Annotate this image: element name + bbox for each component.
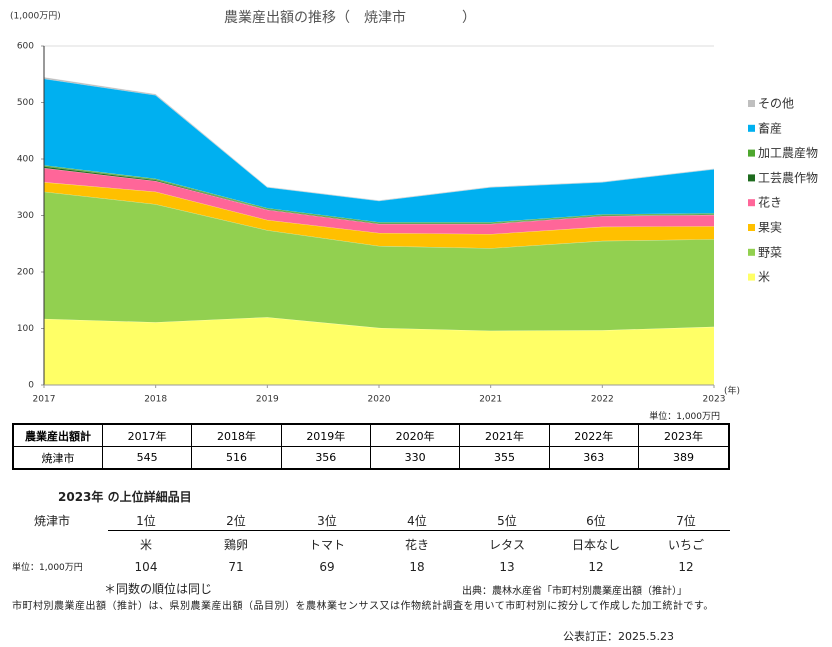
rank-label: 4位 bbox=[407, 514, 427, 528]
table-header: 農業産出額計 bbox=[12, 423, 103, 447]
y-tick-label: 100 bbox=[17, 324, 34, 334]
total-value: 330 bbox=[369, 446, 461, 470]
source: 出典：農林水産省「市町村別農業産出額（推計）」 bbox=[462, 586, 687, 597]
y-tick-label: 400 bbox=[17, 155, 34, 165]
legend-label: 加工農産物 bbox=[758, 145, 818, 160]
total-value: 363 bbox=[548, 446, 639, 470]
item-value: 104 bbox=[134, 560, 158, 574]
y-tick-label: 500 bbox=[17, 98, 34, 108]
x-tick-label: 2021 bbox=[479, 395, 502, 405]
year-header: 2022年 bbox=[548, 423, 639, 447]
legend-swatch bbox=[748, 174, 755, 182]
year-header: 2017年 bbox=[101, 423, 193, 447]
x-tick-label: 2019 bbox=[256, 395, 279, 405]
totals-table: 農業産出額計 2017年 2018年 2019年 2020年 2021年 2022年 2023… bbox=[12, 423, 730, 470]
year-header: 2019年 bbox=[280, 423, 371, 447]
year-header: 2021年 bbox=[459, 423, 550, 447]
legend-label: 花き bbox=[758, 195, 782, 210]
x-tick-label: 2022 bbox=[591, 395, 614, 405]
y-tick-label: 200 bbox=[17, 268, 34, 278]
year-header: 2020年 bbox=[369, 423, 461, 447]
rank-label: 1位 bbox=[136, 514, 156, 528]
ranking-title: 2023年 の上位詳細品目 bbox=[58, 490, 192, 504]
rank-label: 2位 bbox=[226, 514, 246, 528]
legend-swatch bbox=[748, 199, 755, 207]
area bbox=[44, 191, 714, 331]
legend-label: その他 bbox=[758, 97, 794, 111]
item-value: 69 bbox=[319, 560, 335, 574]
rank-label: 5位 bbox=[497, 514, 517, 528]
rank-label: 3位 bbox=[317, 514, 337, 528]
legend-label: 米 bbox=[758, 270, 770, 284]
item-value: 13 bbox=[499, 560, 515, 574]
total-value: 516 bbox=[191, 446, 282, 470]
legend-swatch bbox=[748, 248, 755, 256]
total-value: 355 bbox=[459, 446, 550, 470]
legend-label: 畜産 bbox=[758, 120, 782, 135]
x-tick-label: 2023 bbox=[703, 395, 726, 405]
legend-label: 工芸農作物 bbox=[758, 171, 818, 185]
item-label: いちご bbox=[667, 538, 704, 552]
chart-title: 農業産出額の推移（ 焼津市 ） bbox=[224, 9, 476, 26]
area bbox=[44, 182, 714, 249]
total-value: 545 bbox=[101, 446, 193, 470]
y-tick-label: 300 bbox=[17, 211, 34, 221]
unit-note: 単位：1,000万円 bbox=[649, 412, 720, 422]
divider bbox=[108, 530, 730, 531]
rank-label: 7位 bbox=[676, 514, 696, 528]
item-value: 12 bbox=[678, 560, 694, 574]
legend-swatch bbox=[748, 273, 755, 281]
item-label: 日本なし bbox=[571, 538, 620, 552]
x-axis-label: (年) bbox=[724, 385, 740, 397]
legend-label: 果実 bbox=[758, 220, 782, 235]
item-label: トマト bbox=[308, 538, 345, 552]
legend-swatch bbox=[748, 149, 755, 157]
item-value: 18 bbox=[409, 560, 425, 574]
row-label: 焼津市 bbox=[12, 446, 103, 470]
rank-label: 6位 bbox=[586, 514, 606, 528]
ranking-unit: 単位：1,000万円 bbox=[12, 563, 83, 573]
total-value: 389 bbox=[637, 446, 730, 470]
area bbox=[44, 317, 714, 385]
legend-label: 野菜 bbox=[758, 245, 782, 259]
description: 市町村別農業産出額（推計）は、県別農業産出額（品目別）を農林業センサス又は作物統… bbox=[12, 601, 714, 612]
item-label: レタス bbox=[488, 538, 525, 552]
x-tick-label: 2017 bbox=[33, 395, 56, 405]
item-value: 71 bbox=[228, 560, 244, 574]
legend-swatch bbox=[748, 100, 755, 107]
x-tick-label: 2020 bbox=[368, 395, 391, 405]
y-tick-label: 0 bbox=[28, 381, 34, 391]
x-tick-label: 2018 bbox=[144, 395, 167, 405]
legend-swatch bbox=[748, 124, 755, 132]
area-edge bbox=[43, 76, 715, 201]
chart: 農業産出額の推移（ 焼津市 ） (1,000万円) (年) 0 100 200 300… bbox=[10, 9, 818, 405]
item-label: 米 bbox=[139, 538, 152, 552]
legend-swatch bbox=[748, 224, 755, 231]
total-value: 356 bbox=[280, 446, 371, 470]
year-header: 2023年 bbox=[637, 423, 730, 447]
y-tick-label: 600 bbox=[17, 42, 34, 52]
area bbox=[44, 78, 714, 223]
item-value: 12 bbox=[588, 560, 604, 574]
item-label: 鶏卵 bbox=[223, 538, 248, 552]
revised: 公表訂正：2025.5.23 bbox=[563, 630, 674, 643]
note: ＊同数の順位は同じ bbox=[104, 582, 213, 596]
year-header: 2018年 bbox=[191, 423, 282, 447]
y-axis-label: (1,000万円) bbox=[10, 11, 61, 22]
ranking-row-label: 焼津市 bbox=[34, 514, 71, 528]
item-label: 花き bbox=[404, 538, 429, 552]
